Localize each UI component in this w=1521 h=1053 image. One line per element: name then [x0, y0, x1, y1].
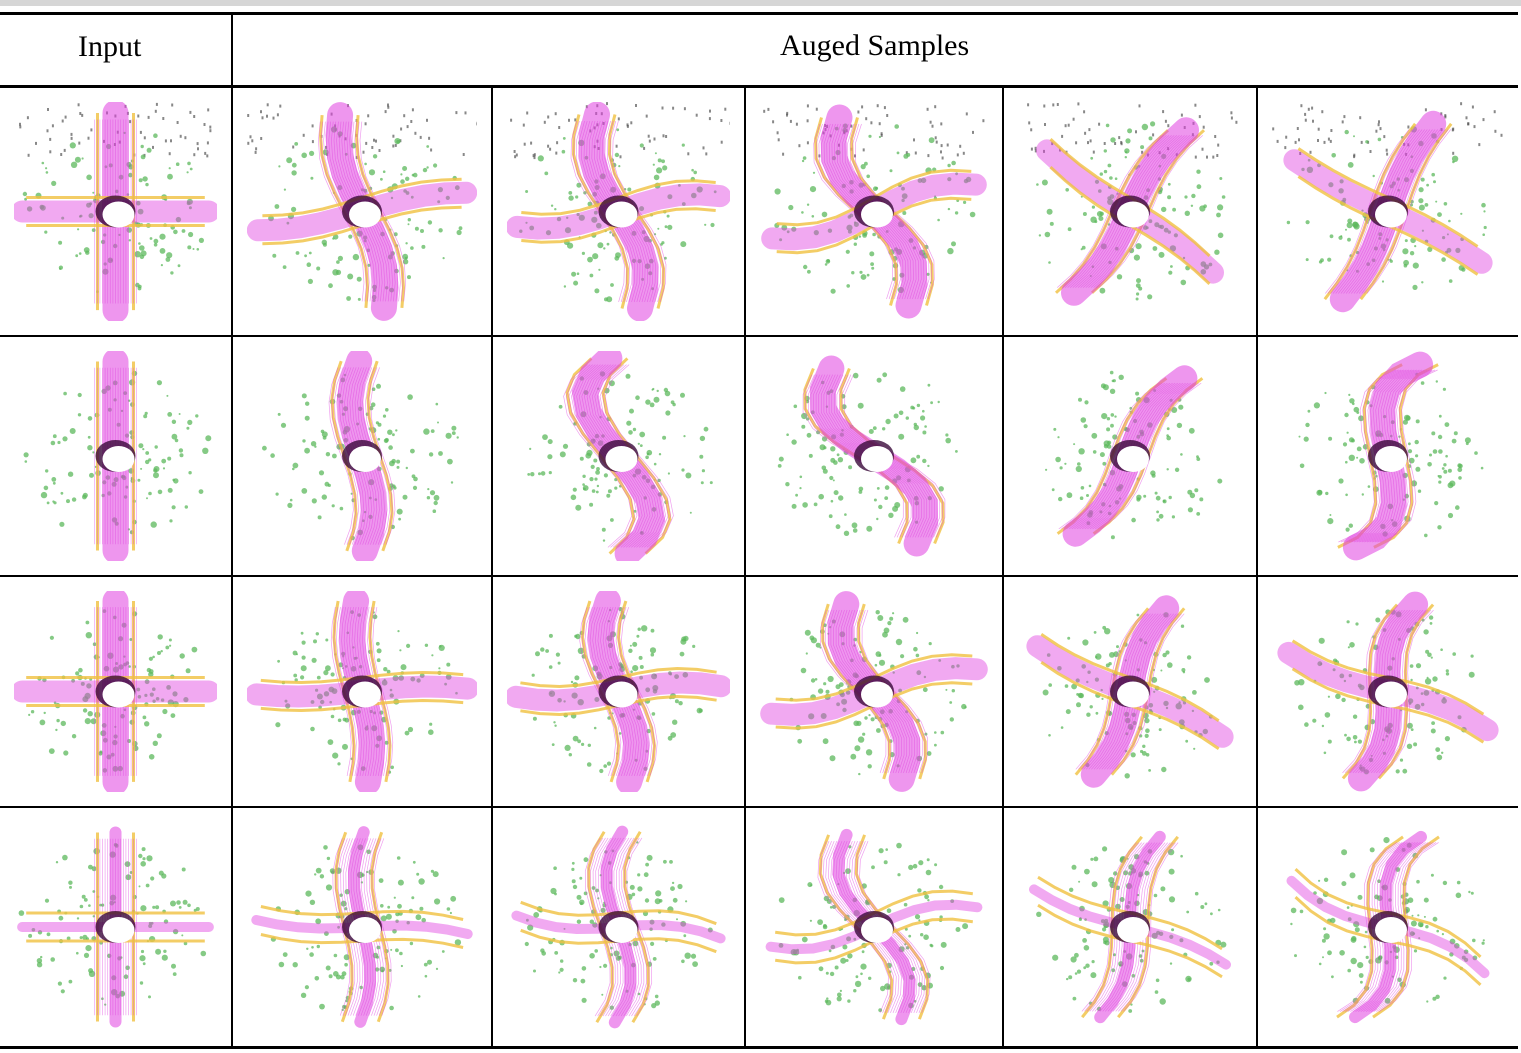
augmented-sample-r3-c6	[1272, 591, 1504, 792]
input-sample-r3-c1	[14, 591, 217, 792]
header-bottom-rule	[0, 85, 1518, 88]
augmented-samples-header: Auged Samples	[780, 29, 970, 62]
input-column-header: Input	[78, 30, 142, 63]
augmented-sample-r2-c3	[507, 351, 730, 561]
augmented-sample-r4-c3	[507, 822, 730, 1032]
input-sample-r4-c1	[14, 822, 217, 1032]
top-bar	[0, 0, 1521, 6]
input-sample-r2-c1	[14, 351, 217, 561]
augmented-sample-r2-c5	[1018, 351, 1242, 561]
augmented-sample-r1-c4	[760, 102, 988, 321]
column-divider-2	[491, 87, 493, 1048]
augmented-sample-r1-c5	[1018, 102, 1242, 321]
augmented-sample-r3-c2	[247, 591, 477, 792]
column-divider-3	[744, 87, 746, 1048]
augmented-sample-r4-c2	[247, 822, 477, 1032]
augmented-sample-r4-c6	[1272, 822, 1504, 1032]
augmented-sample-r2-c6	[1272, 351, 1504, 561]
input-sample-r1-c1	[14, 102, 217, 321]
augmented-sample-r1-c6	[1272, 102, 1504, 321]
column-divider-4	[1002, 87, 1004, 1048]
augmented-sample-r4-c4	[760, 822, 988, 1032]
augmented-sample-r1-c3	[507, 102, 730, 321]
row-rule-2	[0, 575, 1518, 577]
row-rule-3	[0, 806, 1518, 808]
augmented-sample-r3-c5	[1018, 591, 1242, 792]
table-bottom-rule	[0, 1046, 1518, 1049]
augmented-sample-r1-c2	[247, 102, 477, 321]
augmented-sample-r2-c4	[760, 351, 988, 561]
table-top-rule	[0, 12, 1518, 15]
augmented-sample-r2-c2	[247, 351, 477, 561]
augmented-sample-r3-c3	[507, 591, 730, 792]
input-column-divider	[231, 14, 233, 1048]
column-divider-5	[1256, 87, 1258, 1048]
augmented-sample-r4-c5	[1018, 822, 1242, 1032]
row-rule-1	[0, 335, 1518, 337]
augmented-sample-r3-c4	[760, 591, 988, 792]
